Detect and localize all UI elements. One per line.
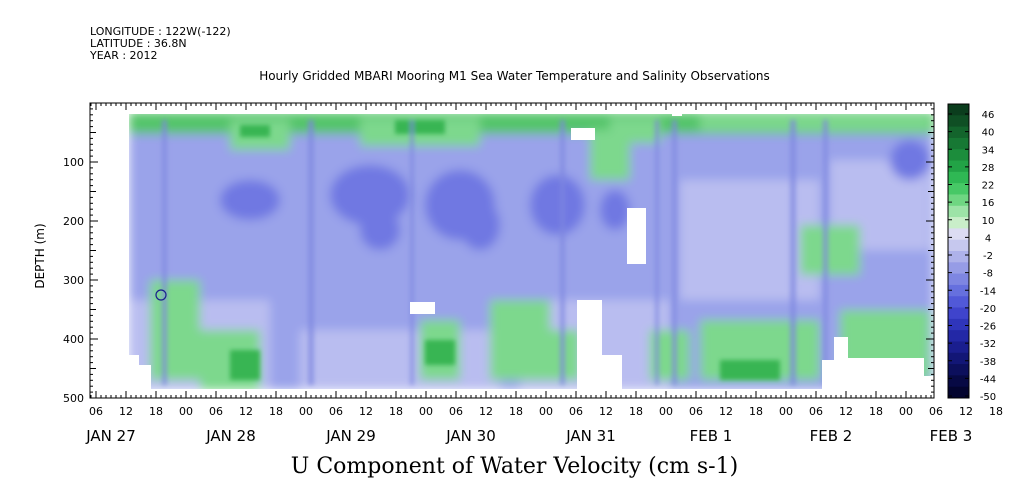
colorbar-label: 16 [982, 198, 995, 209]
y-tick-label: 100 [63, 156, 84, 169]
y-tick-label: 200 [63, 215, 84, 228]
x-tick-label: 18 [509, 405, 523, 418]
colorbar-swatch [948, 149, 969, 162]
x-tick-label: 06 [569, 405, 583, 418]
colorbar-swatch [948, 217, 969, 229]
colorbar-label: 10 [982, 216, 995, 227]
colorbar-swatch [948, 171, 969, 184]
colorbar-swatch [948, 307, 969, 320]
x-tick-label: 18 [149, 405, 163, 418]
x-tick-label: 06 [209, 405, 223, 418]
x-tick-label: 18 [869, 405, 883, 418]
colorbar-swatch [948, 205, 969, 218]
colorbar-swatch [948, 341, 969, 354]
colorbar-swatch [948, 137, 969, 150]
x-tick-label: 00 [539, 405, 553, 418]
x-tick-label: 18 [389, 405, 403, 418]
date-label: FEB 2 [810, 427, 853, 445]
year-label: YEAR : 2012 [90, 49, 158, 62]
longitude-label: LONGITUDE : 122W(-122) [90, 25, 231, 38]
colorbar-swatch [948, 284, 969, 297]
latitude-label: LATITUDE : 36.8N [90, 37, 187, 50]
colorbar-swatch [948, 352, 969, 365]
colorbar-swatch [948, 104, 969, 116]
colorbar-label: 28 [982, 163, 995, 174]
colorbar-swatch [948, 262, 969, 275]
colorbar-swatch [948, 318, 969, 331]
colorbar-swatch [948, 296, 969, 309]
date-label: JAN 27 [85, 427, 136, 445]
x-tick-label: 18 [989, 405, 1003, 418]
colorbar-label: 46 [982, 110, 995, 121]
colorbar: 46 40 34 28 22 16 10 4 -2 -8 -14 -20 -26 -32 -38 -44 -50 [947, 103, 996, 403]
chart-title: Hourly Gridded MBARI Mooring M1 Sea Wate… [259, 69, 770, 83]
date-label: JAN 28 [205, 427, 256, 445]
colorbar-label: 34 [982, 145, 995, 156]
date-label: JAN 29 [325, 427, 376, 445]
x-tick-label: 12 [359, 405, 373, 418]
colorbar-label: -2 [983, 251, 993, 262]
x-tick-label: 00 [899, 405, 913, 418]
x-tick-label: 18 [629, 405, 643, 418]
colorbar-swatch [948, 330, 969, 342]
x-tick-label: 12 [839, 405, 853, 418]
heatmap-field [129, 114, 934, 390]
colorbar-swatch [948, 386, 969, 399]
colorbar-label: -44 [980, 374, 996, 385]
colorbar-label: 4 [985, 233, 991, 244]
x-tick-label: 06 [449, 405, 463, 418]
x-tick-label: 06 [89, 405, 103, 418]
x-tick-label: 12 [719, 405, 733, 418]
x-tick-label: 00 [419, 405, 433, 418]
colorbar-label: -8 [983, 269, 993, 280]
x-tick-label: 12 [599, 405, 613, 418]
x-tick-label: 12 [959, 405, 973, 418]
y-tick-label: 300 [63, 274, 84, 287]
y-tick-label: 400 [63, 333, 84, 346]
colorbar-swatch [948, 251, 969, 263]
date-label: FEB 1 [690, 427, 733, 445]
colorbar-swatch [948, 115, 969, 128]
x-tick-label: 12 [119, 405, 133, 418]
x-tick-label: 06 [689, 405, 703, 418]
colorbar-label: 40 [982, 128, 995, 139]
colorbar-label: -38 [980, 357, 996, 368]
x-tick-label: 18 [269, 405, 283, 418]
colorbar-swatch [948, 160, 969, 173]
colorbar-swatch [948, 183, 969, 195]
date-label: JAN 30 [445, 427, 496, 445]
colorbar-label: 22 [982, 181, 995, 192]
colorbar-swatch [948, 375, 969, 388]
y-axis-label: DEPTH (m) [33, 223, 47, 289]
colorbar-label: -14 [980, 286, 996, 297]
date-label: FEB 3 [930, 427, 973, 445]
colorbar-label: -26 [980, 322, 996, 333]
colorbar-label: -50 [980, 392, 996, 403]
x-tick-label: 06 [809, 405, 823, 418]
date-label: JAN 31 [565, 427, 616, 445]
x-tick-label: 06 [329, 405, 343, 418]
colorbar-swatch [948, 194, 969, 207]
colorbar-swatch [948, 228, 969, 241]
y-tick-label: 500 [63, 392, 84, 405]
colorbar-swatch [948, 364, 969, 376]
x-tick-label: 00 [179, 405, 193, 418]
x-tick-label: 06 [929, 405, 943, 418]
colorbar-swatch [948, 239, 969, 252]
x-tick-label: 12 [239, 405, 253, 418]
colorbar-swatch [948, 273, 969, 286]
x-tick-label: 18 [749, 405, 763, 418]
x-tick-label: 00 [299, 405, 313, 418]
x-tick-label: 00 [779, 405, 793, 418]
colorbar-label: -20 [980, 304, 996, 315]
x-tick-label: 12 [479, 405, 493, 418]
colorbar-swatch [948, 126, 969, 139]
x-axis-label: U Component of Water Velocity (cm s-1) [290, 454, 739, 479]
x-tick-label: 00 [659, 405, 673, 418]
colorbar-label: -32 [980, 339, 996, 350]
